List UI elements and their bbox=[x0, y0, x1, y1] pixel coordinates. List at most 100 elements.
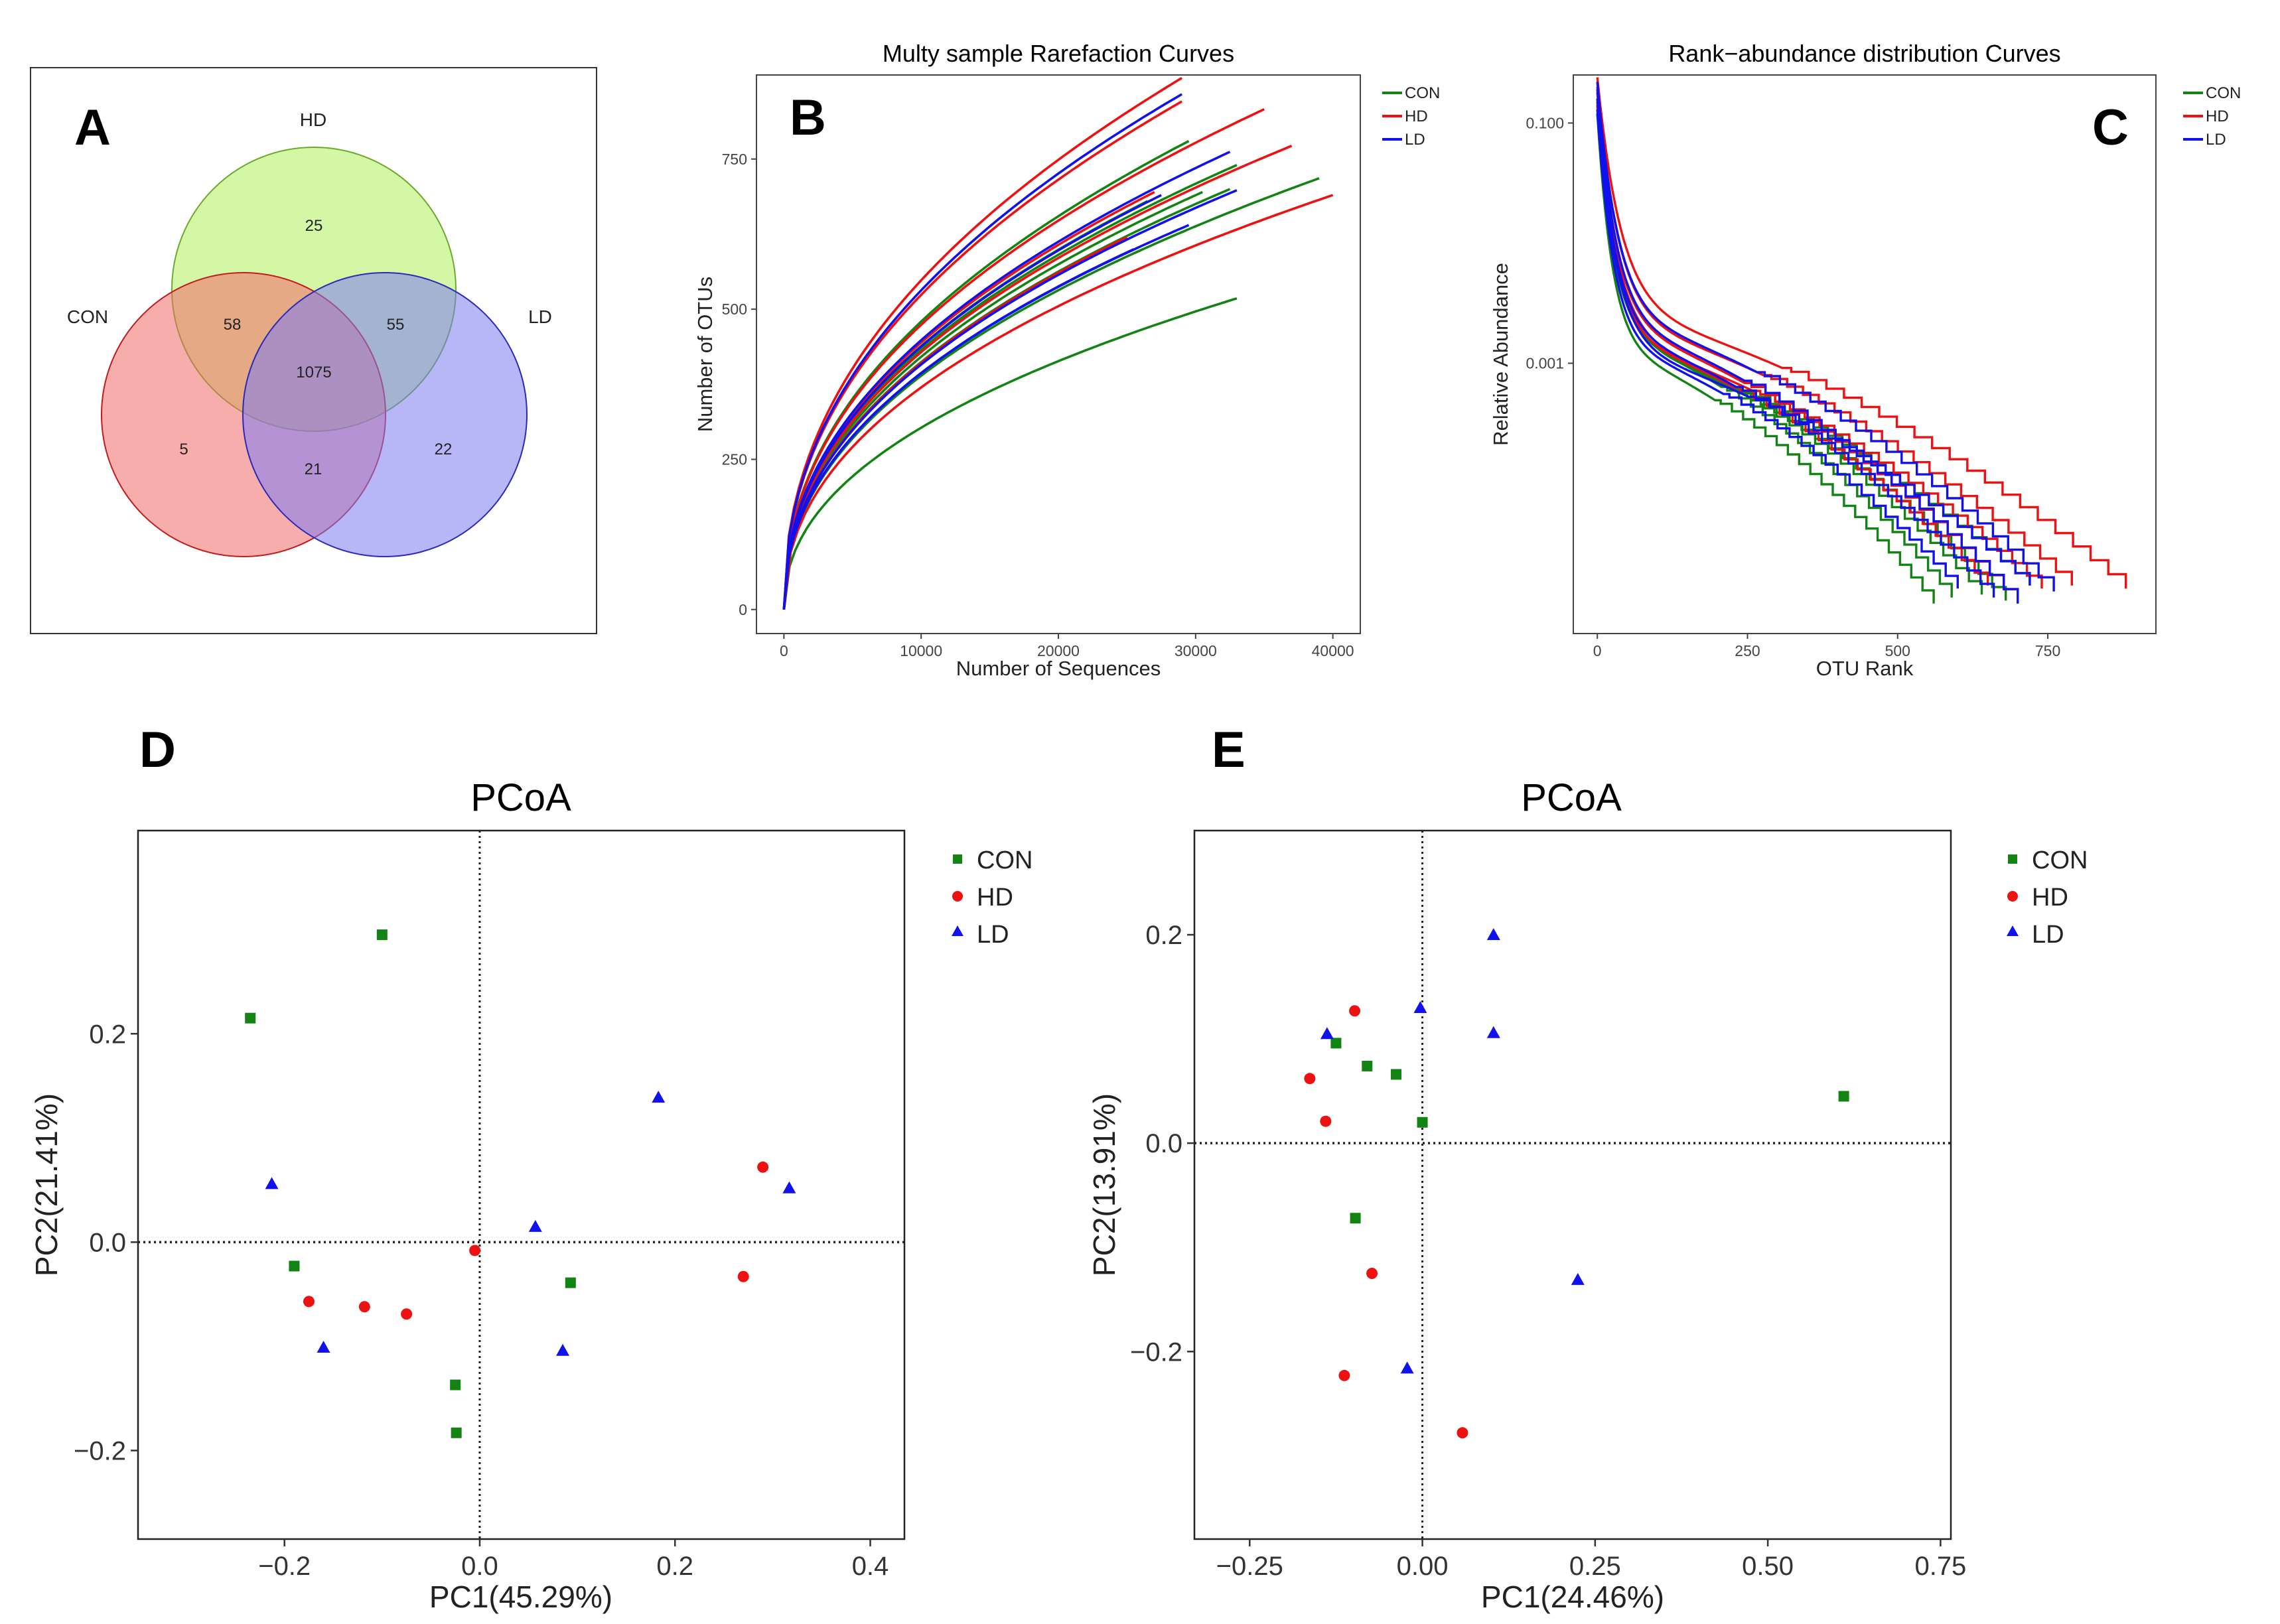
venn-circle-ld bbox=[242, 272, 528, 557]
rank-abundance-curve-ld bbox=[1596, 109, 1959, 589]
chart-e-points bbox=[1304, 928, 1849, 1439]
chart-e-y-tick-label: 0.0 bbox=[1145, 1129, 1182, 1158]
chart-e-point-ld bbox=[1571, 1272, 1585, 1285]
panel-c: Rank−abundance distribution Curves 0 250 5… bbox=[1489, 40, 2241, 680]
chart-d-x-tick-label: 0.2 bbox=[656, 1552, 693, 1581]
x-tick-label: 500 bbox=[1885, 642, 1910, 659]
chart-e-point-con bbox=[1362, 1060, 1373, 1071]
panel-letter-d: D bbox=[139, 722, 176, 778]
chart-e-point-con bbox=[1350, 1213, 1361, 1224]
rank-abundance-curve-hd bbox=[1596, 77, 2127, 589]
x-tick-label: 40000 bbox=[1312, 642, 1354, 659]
chart-e-point-con bbox=[1417, 1116, 1428, 1128]
chart-d-title: PCoA bbox=[470, 776, 571, 819]
y-tick-label: 0 bbox=[739, 601, 747, 618]
chart-e-x-tick-label: −0.25 bbox=[1216, 1552, 1283, 1581]
chart-e-x-tick-label: 0.50 bbox=[1742, 1552, 1794, 1581]
x-tick-label: 30000 bbox=[1175, 642, 1217, 659]
legend-e-label-ld: LD bbox=[2032, 921, 2064, 949]
chart-e-point-hd bbox=[1349, 1005, 1361, 1017]
legend-d-marker-con bbox=[953, 854, 962, 864]
chart-e-point-con bbox=[1838, 1091, 1849, 1102]
legend-b-label-ld: LD bbox=[1405, 131, 1425, 149]
chart-e-point-ld bbox=[1486, 928, 1500, 941]
chart-e-y-tick-label: 0.2 bbox=[1145, 921, 1182, 950]
legend-e-label-con: CON bbox=[2032, 846, 2088, 874]
chart-d-plot-area bbox=[137, 829, 906, 1540]
chart-d-ticks: −0.2 0.0 0.2 0.4 −0.2 0.0 0.2 bbox=[74, 831, 904, 1581]
chart-e-ylabel: PC2(13.91%) bbox=[1087, 1093, 1121, 1276]
chart-c-ticks: 0 250 500 750 0.100 0.001 bbox=[1526, 114, 2060, 659]
rarefaction-curve-hd bbox=[782, 100, 1183, 610]
chart-d-y-tick-label: 0.0 bbox=[89, 1228, 126, 1257]
chart-b-title: Multy sample Rarefaction Curves bbox=[883, 40, 1234, 67]
chart-d-point-ld bbox=[528, 1219, 542, 1232]
legend-d-marker-hd bbox=[952, 891, 963, 902]
chart-d-point-con bbox=[289, 1260, 300, 1272]
chart-e-point-con bbox=[1330, 1038, 1342, 1049]
chart-e-title: PCoA bbox=[1521, 776, 1622, 819]
chart-d-x-tick-label: −0.2 bbox=[258, 1552, 311, 1581]
rank-abundance-curve-ld bbox=[1596, 113, 2031, 586]
rarefaction-curve-hd bbox=[782, 194, 1334, 610]
panel-b: Multy sample Rarefaction Curves 0 10000 20… bbox=[693, 40, 1440, 680]
rarefaction-curve-hd bbox=[782, 145, 1293, 610]
x-tick-label: 10000 bbox=[900, 642, 942, 659]
rank-abundance-curve-ld bbox=[1596, 82, 2055, 592]
chart-e-x-tick-label: 0.25 bbox=[1569, 1552, 1621, 1581]
chart-b-ticks: 0 10000 20000 30000 40000 0 250 500 750 bbox=[722, 151, 1354, 659]
chart-e-point-hd bbox=[1366, 1268, 1378, 1279]
chart-d-point-hd bbox=[358, 1301, 370, 1313]
legend-c-label-con: CON bbox=[2206, 84, 2241, 102]
chart-e-point-ld bbox=[1486, 1026, 1500, 1038]
rarefaction-curve-ld bbox=[782, 194, 1162, 610]
chart-d-y-tick-label: 0.2 bbox=[89, 1020, 126, 1049]
venn-count-con-ld: 21 bbox=[305, 460, 322, 478]
chart-c-ylabel: Relative Abundance bbox=[1489, 263, 1512, 446]
panel-letter-b: B bbox=[790, 90, 826, 146]
panel-letter-e: E bbox=[1212, 722, 1246, 778]
rarefaction-curve-ld bbox=[782, 189, 1238, 610]
chart-e-point-con bbox=[1391, 1069, 1401, 1080]
x-tick-label: 0 bbox=[780, 642, 788, 659]
chart-e-plot-area bbox=[1193, 829, 1952, 1540]
chart-d-point-ld bbox=[652, 1091, 666, 1103]
panel-a: A HD CON LD 25 58 55 1075 5 21 22 bbox=[30, 67, 597, 634]
legend-d-label-con: CON bbox=[977, 846, 1033, 874]
chart-d-point-con bbox=[565, 1277, 576, 1288]
x-tick-label: 0 bbox=[1593, 642, 1602, 659]
legend-b-label-con: CON bbox=[1405, 84, 1440, 102]
chart-c-xlabel: OTU Rank bbox=[1816, 657, 1914, 680]
chart-d-point-ld bbox=[317, 1341, 330, 1353]
chart-d-point-hd bbox=[737, 1270, 749, 1282]
chart-d-ylabel: PC2(21.41%) bbox=[29, 1093, 64, 1276]
panel-e: E PCoA −0.25 0.00 0.25 0.50 0.75 −0.2 0.0 0.2 P… bbox=[1087, 722, 2088, 1614]
legend-c-label-ld: LD bbox=[2206, 131, 2226, 149]
venn-label-ld: LD bbox=[528, 306, 552, 327]
legend-c-label-hd: HD bbox=[2206, 107, 2229, 125]
chart-d-point-hd bbox=[469, 1245, 481, 1256]
rank-abundance-curve-ld bbox=[1596, 98, 1995, 598]
chart-d-point-ld bbox=[265, 1177, 279, 1189]
rarefaction-curve-con bbox=[782, 190, 1203, 610]
chart-d-y-tick-label: −0.2 bbox=[74, 1437, 126, 1466]
chart-e-point-hd bbox=[1457, 1427, 1468, 1439]
chart-b-legend: CON HD LD bbox=[1382, 84, 1440, 149]
venn-count-con-hd: 58 bbox=[224, 316, 242, 334]
chart-d-point-ld bbox=[782, 1181, 796, 1193]
venn-count-hd-ld: 55 bbox=[387, 316, 405, 334]
chart-d-point-con bbox=[245, 1012, 256, 1024]
chart-d-point-con bbox=[451, 1427, 462, 1438]
chart-d-point-ld bbox=[556, 1343, 570, 1356]
y-tick-label: 750 bbox=[722, 151, 747, 168]
venn-count-all: 1075 bbox=[296, 364, 331, 381]
chart-d-point-con bbox=[450, 1379, 461, 1390]
chart-d-point-hd bbox=[401, 1308, 413, 1320]
chart-e-point-ld bbox=[1400, 1361, 1414, 1374]
rarefaction-curve-ld bbox=[782, 224, 1190, 610]
legend-e-marker-ld bbox=[2007, 925, 2019, 936]
chart-d-xlabel: PC1(45.29%) bbox=[429, 1580, 612, 1614]
rank-abundance-curve-con bbox=[1596, 113, 1935, 604]
legend-e-marker-hd bbox=[2007, 891, 2018, 902]
